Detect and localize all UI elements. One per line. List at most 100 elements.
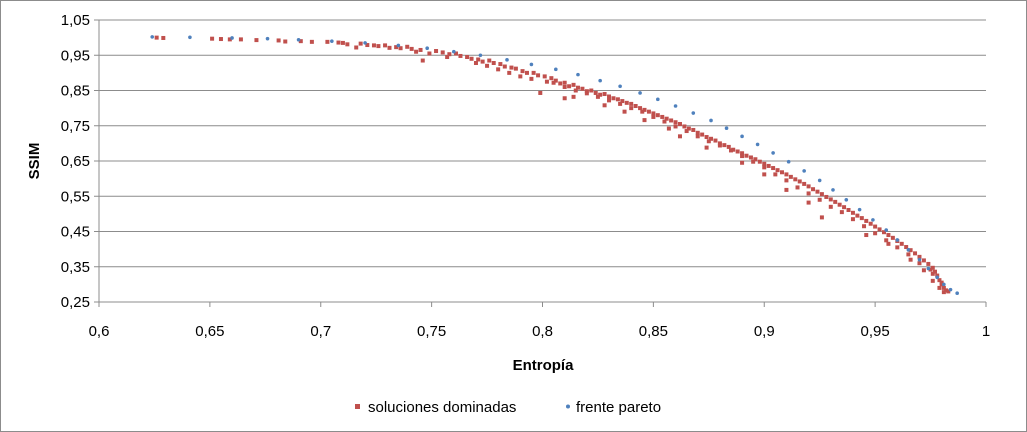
series-soluciones-dominadas (154, 35, 951, 295)
dominated-point (862, 224, 867, 229)
y-tick-label: 0,55 (61, 188, 90, 205)
dominated-point (833, 199, 838, 204)
dominated-point (491, 61, 496, 66)
dominated-point (873, 231, 878, 236)
dominated-point (580, 86, 585, 91)
pareto-point (948, 287, 953, 292)
dominated-point (445, 55, 450, 60)
pareto-point (425, 46, 429, 50)
pareto-point (895, 238, 900, 242)
dominated-point (629, 106, 634, 111)
dominated-point (502, 64, 507, 69)
y-tick-label: 0,65 (61, 153, 90, 170)
dominated-point (828, 204, 833, 209)
dominated-point (210, 36, 215, 41)
dominated-point (538, 90, 543, 95)
dominated-point (817, 197, 822, 202)
dominated-point (638, 106, 643, 111)
pareto-point (709, 118, 713, 123)
dominated-point (686, 126, 691, 131)
dominated-point (254, 38, 259, 43)
dominated-point (793, 177, 798, 182)
x-tick-labels: 0,6 0,65 0,7 0,75 0,8 0,85 0,9 0,95 1 (89, 323, 991, 340)
dominated-point (642, 107, 647, 112)
dominated-point (544, 79, 549, 84)
pareto-point (935, 275, 940, 280)
dominated-point (939, 280, 944, 285)
dominated-point (744, 153, 749, 158)
dominated-point (726, 144, 731, 149)
dominated-point (899, 241, 904, 246)
dominated-point (227, 37, 232, 42)
dominated-point (567, 84, 572, 89)
dominated-point (405, 44, 410, 49)
dominated-point (779, 170, 784, 175)
pareto-point (831, 188, 835, 192)
dominated-point (917, 261, 922, 266)
y-tick-label: 0,95 (61, 47, 90, 64)
dominated-point (819, 192, 824, 197)
dominated-point (944, 288, 949, 293)
dominated-point (908, 257, 913, 262)
dominated-point (562, 96, 567, 101)
dominated-point (762, 161, 767, 166)
pareto-point (576, 72, 580, 77)
dominated-point (365, 43, 370, 48)
dominated-point (700, 132, 705, 137)
pareto-point (188, 35, 192, 40)
dominated-point (908, 248, 913, 253)
dominated-point (549, 76, 554, 81)
dominated-point (655, 113, 660, 118)
dominated-point (906, 252, 911, 257)
dominated-point (498, 62, 503, 67)
dominated-point (802, 181, 807, 186)
pareto-point (942, 282, 946, 287)
dominated-point (536, 73, 541, 78)
dominated-point (921, 268, 926, 273)
dominated-point (476, 57, 481, 62)
dominated-point (728, 148, 733, 153)
pareto-point (755, 142, 760, 147)
dominated-point (660, 114, 665, 119)
dominated-point (762, 165, 767, 170)
dominated-point (731, 147, 736, 152)
y-tick-labels: 0,25 0,35 0,45 0,55 0,65 0,75 0,85 0,95 1,05 (61, 12, 90, 311)
dominated-point (695, 130, 700, 135)
dominated-point (542, 74, 547, 79)
dominated-point (930, 278, 935, 283)
dominated-point (598, 92, 603, 97)
dominated-point (868, 221, 873, 226)
dominated-point (531, 70, 536, 75)
dominated-point (695, 134, 700, 139)
dominated-point (717, 143, 722, 148)
dominated-point (420, 58, 425, 63)
dominated-point (704, 135, 709, 140)
x-tick-label: 0,9 (754, 323, 775, 340)
dominated-point (930, 271, 935, 276)
dominated-point (427, 51, 432, 56)
dominated-point (895, 245, 900, 250)
dominated-point (669, 118, 674, 123)
y-tick-label: 1,05 (61, 12, 90, 29)
dominated-point (828, 197, 833, 202)
dominated-point (666, 126, 671, 131)
dominated-point (677, 134, 682, 139)
dominated-point (398, 46, 403, 51)
dominated-point (640, 109, 645, 114)
pareto-point (330, 39, 334, 43)
pareto-point (771, 151, 775, 155)
dominated-point (154, 35, 159, 40)
dominated-point (713, 138, 718, 143)
pareto-point (857, 207, 862, 212)
dominated-point (740, 154, 745, 159)
dominated-point (354, 45, 359, 50)
dominated-point (881, 230, 886, 235)
dominated-point (797, 179, 802, 184)
dominated-point (629, 101, 634, 106)
dominated-point (473, 61, 478, 66)
dominated-point (748, 155, 753, 160)
pareto-point (955, 291, 959, 295)
dominated-point (753, 157, 758, 162)
legend-marker-pareto (566, 404, 570, 409)
